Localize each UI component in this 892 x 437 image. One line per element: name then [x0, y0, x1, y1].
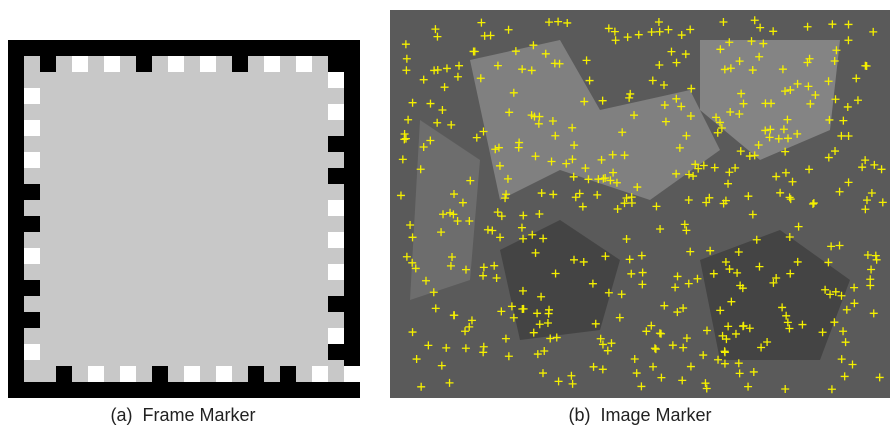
frame-white-cell [24, 88, 40, 104]
frame-white-cell [88, 366, 104, 382]
image-marker [390, 10, 890, 398]
frame-marker [8, 40, 360, 398]
frame-white-cell [328, 72, 344, 88]
frame-white-cell [216, 366, 232, 382]
frame-black-cell [56, 366, 72, 382]
frame-white-cell [24, 248, 40, 264]
frame-white-cell [328, 328, 344, 344]
frame-white-cell [104, 56, 120, 72]
figure-canvas: (a) Frame Marker (b) Image Marker [0, 0, 892, 437]
frame-white-cell [312, 366, 328, 382]
frame-white-cell [24, 152, 40, 168]
frame-black-cell [152, 366, 168, 382]
frame-white-cell [200, 56, 216, 72]
frame-white-cell [328, 232, 344, 248]
frame-black-cell [328, 136, 344, 152]
frame-white-cell [72, 56, 88, 72]
frame-black-cell [248, 366, 264, 382]
figure: (a) Frame Marker (b) Image Marker [0, 0, 892, 437]
frame-white-cell [168, 56, 184, 72]
frame-black-cell [24, 216, 40, 232]
caption: (b) Image Marker [568, 405, 711, 425]
frame-white-cell [328, 200, 344, 216]
frame-white-cell [344, 366, 360, 382]
frame-black-cell [40, 56, 56, 72]
frame-white-cell [24, 120, 40, 136]
frame-black-cell [328, 344, 344, 360]
frame-white-cell [184, 366, 200, 382]
frame-white-cell [24, 344, 40, 360]
frame-black-cell [328, 168, 344, 184]
frame-white-cell [264, 56, 280, 72]
frame-black-cell [136, 56, 152, 72]
frame-black-cell [24, 312, 40, 328]
frame-inner [24, 56, 344, 382]
frame-black-cell [24, 280, 40, 296]
frame-black-cell [328, 56, 344, 72]
frame-black-cell [328, 296, 344, 312]
frame-white-cell [120, 366, 136, 382]
frame-white-cell [296, 56, 312, 72]
frame-black-cell [24, 184, 40, 200]
caption: (a) Frame Marker [110, 405, 255, 425]
frame-white-cell [328, 104, 344, 120]
frame-black-cell [280, 366, 296, 382]
frame-white-cell [328, 264, 344, 280]
frame-black-cell [232, 56, 248, 72]
